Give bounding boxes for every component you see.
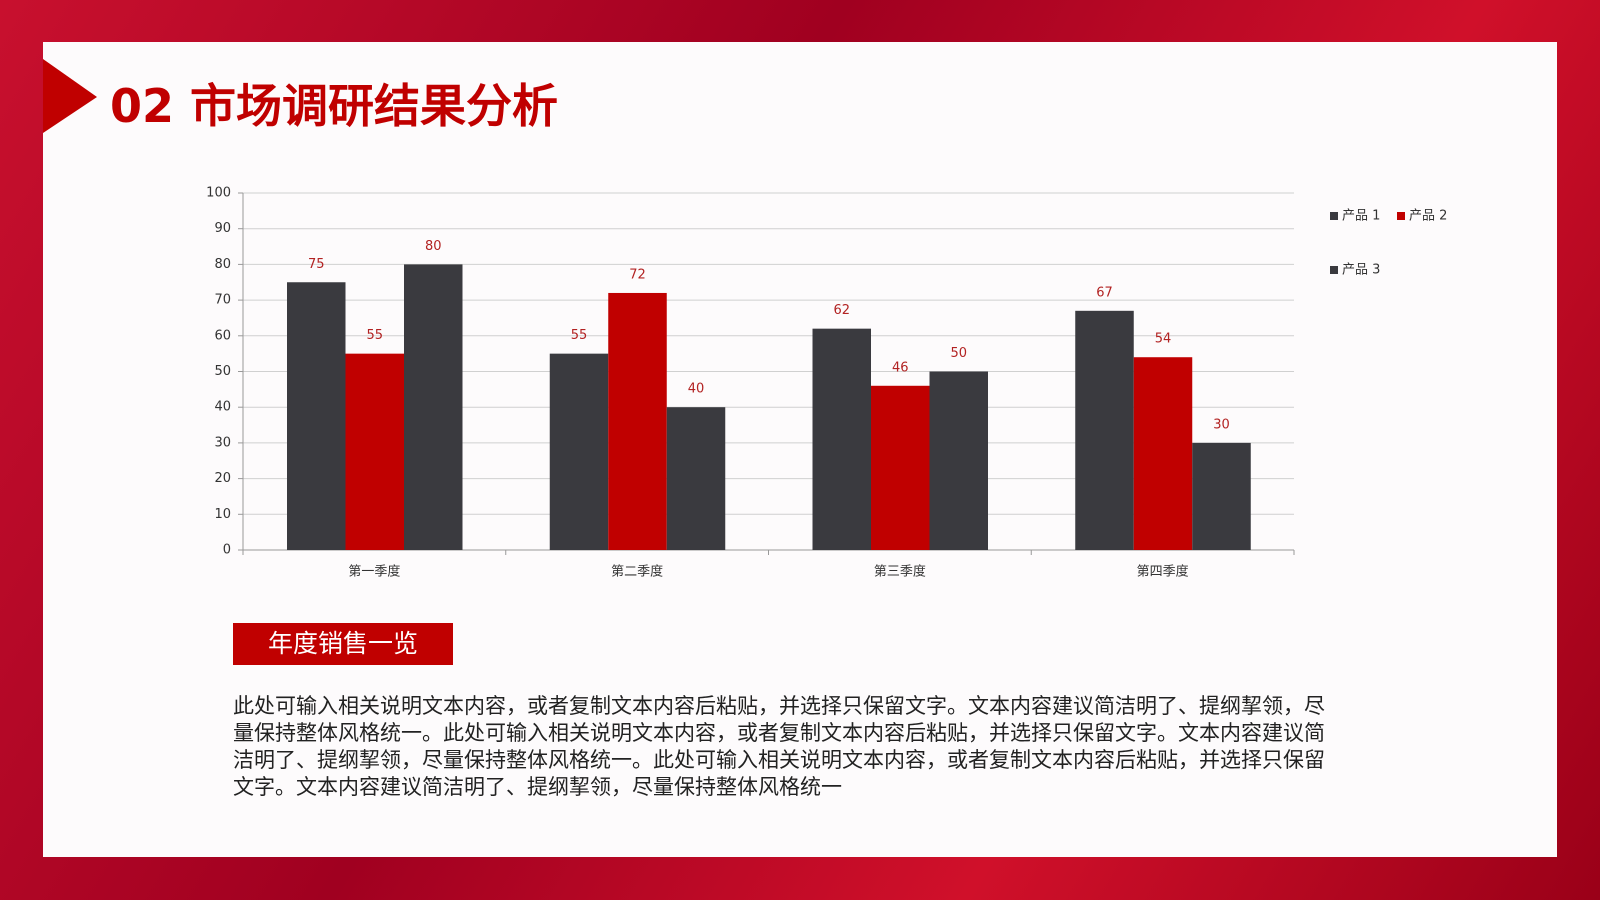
bar [666, 407, 726, 550]
bar [404, 264, 463, 550]
bar [287, 282, 346, 550]
x-tick-label: 第一季度 [348, 564, 400, 580]
slide-title: 02 市场调研结果分析 [110, 79, 559, 133]
data-label: 40 [688, 382, 705, 397]
x-tick-label: 第四季度 [1137, 564, 1189, 580]
legend-label: 产品 3 [1342, 263, 1380, 278]
data-label: 62 [833, 303, 850, 318]
bar [549, 353, 609, 550]
y-tick-label: 60 [214, 328, 231, 343]
y-tick-label: 90 [214, 221, 231, 236]
data-label: 80 [425, 239, 442, 254]
x-tick-label: 第二季度 [611, 564, 663, 580]
legend-swatch [1330, 266, 1338, 274]
bar [1075, 310, 1134, 550]
data-label: 55 [366, 328, 383, 343]
y-tick-label: 80 [214, 257, 231, 272]
title-arrow [43, 59, 97, 133]
y-tick-label: 10 [214, 507, 231, 522]
bar [871, 385, 930, 550]
y-tick-label: 30 [214, 435, 231, 450]
y-tick-label: 50 [214, 364, 231, 379]
bar [1133, 357, 1193, 550]
bar [345, 353, 404, 550]
section-label: 年度销售一览 [233, 623, 453, 665]
legend-label: 产品 1 [1342, 209, 1380, 224]
data-label: 72 [629, 267, 646, 282]
legend-swatch [1397, 212, 1405, 220]
bar [1192, 442, 1251, 550]
x-tick-label: 第三季度 [874, 564, 926, 580]
legend-swatch [1330, 212, 1338, 220]
y-tick-label: 100 [206, 186, 231, 201]
bar [929, 371, 988, 550]
data-label: 50 [950, 346, 967, 361]
data-label: 55 [571, 328, 588, 343]
legend-label: 产品 2 [1409, 209, 1447, 224]
data-label: 46 [892, 360, 909, 375]
body-text: 此处可输入相关说明文本内容，或者复制文本内容后粘贴，并选择只保留文字。文本内容建… [233, 694, 1325, 799]
data-label: 67 [1096, 285, 1113, 300]
data-label: 75 [308, 257, 325, 272]
data-label: 30 [1213, 417, 1230, 432]
y-tick-label: 40 [214, 400, 231, 415]
y-tick-label: 70 [214, 293, 231, 308]
y-tick-label: 0 [223, 543, 231, 558]
bar [608, 292, 667, 550]
bar [812, 328, 871, 550]
y-tick-label: 20 [214, 471, 231, 486]
data-label: 54 [1155, 332, 1172, 347]
